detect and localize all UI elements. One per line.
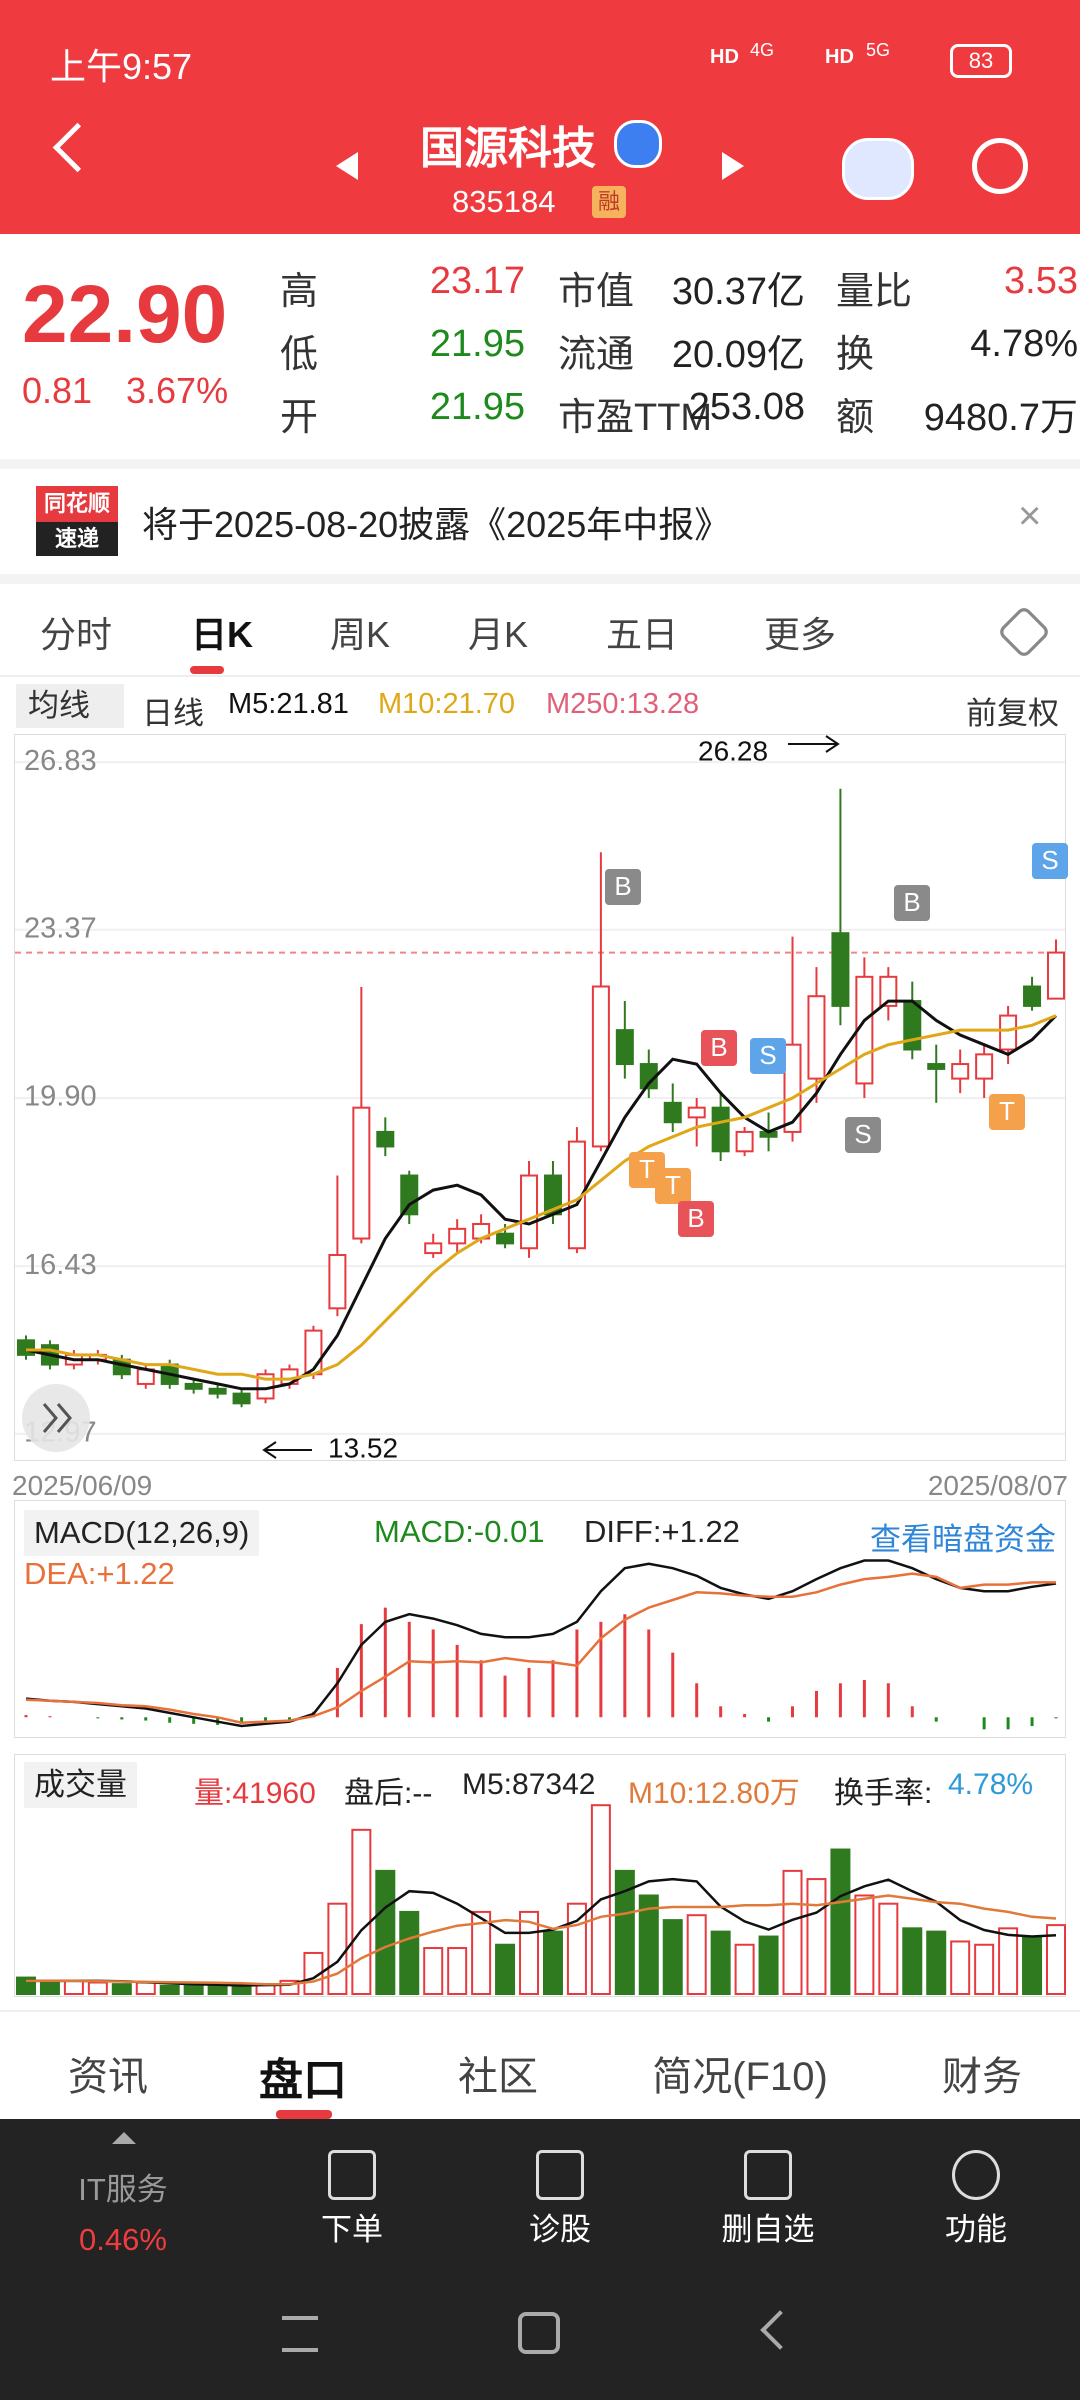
stock-code: 835184 bbox=[452, 184, 556, 219]
nav-item[interactable]: 功能 bbox=[945, 2212, 1007, 2247]
quote-value: 9480.7万 bbox=[923, 397, 1078, 439]
tab[interactable]: 更多 bbox=[763, 614, 837, 655]
quote-value: 21.95 bbox=[429, 323, 525, 365]
ma5-label: M5:21.81 bbox=[228, 688, 349, 720]
status-net: 4G bbox=[750, 40, 775, 60]
status-net: 5G bbox=[866, 40, 891, 60]
status-hd: HD bbox=[825, 46, 854, 68]
quote-label: 高 bbox=[280, 271, 319, 313]
price: 22.90 bbox=[22, 269, 228, 360]
divider bbox=[0, 574, 1080, 584]
macd-selector[interactable]: MACD(12,26,9) bbox=[24, 1510, 260, 1556]
date-end: 2025/08/07 bbox=[927, 1470, 1068, 1501]
bottom-tab[interactable]: 财务 bbox=[942, 2055, 1022, 2099]
turnover-value: 4.78% bbox=[948, 1768, 1034, 1801]
tab[interactable]: 五日 bbox=[605, 614, 679, 655]
nav-icon[interactable] bbox=[328, 2150, 376, 2200]
divider bbox=[0, 2010, 1080, 2012]
dark-pool-link[interactable]: 查看暗盘资金 bbox=[870, 1522, 1056, 1557]
settings-button[interactable] bbox=[996, 604, 1052, 660]
quote-label: 额 bbox=[836, 397, 875, 439]
macd-label: MACD:-0.01 bbox=[374, 1514, 545, 1549]
quote-value: 3.53 bbox=[1004, 260, 1078, 302]
tab[interactable]: 月K bbox=[467, 614, 529, 655]
battery: 83 bbox=[950, 44, 1012, 78]
bottom-tab[interactable]: 资讯 bbox=[68, 2055, 148, 2099]
quote-label: 流通 bbox=[558, 334, 635, 376]
brand-logo: 同花顺 bbox=[36, 486, 118, 522]
quote-value: 23.17 bbox=[429, 260, 525, 302]
adjust-mode[interactable]: 前复权 bbox=[966, 696, 1059, 731]
tab[interactable]: 周K bbox=[329, 614, 391, 655]
quote-value: 4.78% bbox=[970, 323, 1078, 365]
quote-value: 21.95 bbox=[429, 386, 525, 428]
diff-label: DIFF:+1.22 bbox=[584, 1514, 740, 1549]
macd-frame bbox=[14, 1500, 1066, 1738]
status-hd: HD bbox=[710, 46, 739, 68]
notice-text[interactable]: 将于2025-08-20披露《2025年中报》 bbox=[142, 504, 731, 545]
nav-item[interactable]: 诊股 bbox=[529, 2212, 591, 2247]
quote-label: 换 bbox=[836, 334, 875, 376]
sector-pct: 0.46% bbox=[79, 2222, 167, 2257]
bottom-tab[interactable]: 盘口 bbox=[259, 2056, 347, 2105]
home-key[interactable] bbox=[518, 2312, 560, 2354]
menu-key[interactable] bbox=[282, 2316, 318, 2352]
quote-label: 市值 bbox=[558, 271, 635, 313]
nav-item[interactable]: 删自选 bbox=[721, 2212, 815, 2247]
date-start: 2025/06/09 bbox=[12, 1470, 153, 1501]
quote-value: 20.09亿 bbox=[671, 334, 805, 376]
search-button[interactable] bbox=[972, 138, 1028, 194]
bottom-tab[interactable]: 简况(F10) bbox=[652, 2055, 828, 2099]
tab-underline bbox=[190, 666, 224, 674]
verified-icon bbox=[614, 120, 662, 168]
robot-icon[interactable] bbox=[842, 138, 914, 200]
sector-name[interactable]: IT服务 bbox=[78, 2172, 168, 2207]
divider bbox=[0, 459, 1080, 469]
tab[interactable]: 日K bbox=[191, 614, 253, 655]
quote-value: 253.08 bbox=[688, 386, 805, 428]
change: 0.81 bbox=[22, 370, 93, 411]
close-notice[interactable]: × bbox=[1018, 494, 1042, 538]
next-stock[interactable] bbox=[722, 152, 744, 180]
volume-frame bbox=[14, 1754, 1066, 1997]
prev-stock[interactable] bbox=[336, 152, 358, 180]
nav-icon[interactable] bbox=[744, 2150, 792, 2200]
btab-underline bbox=[276, 2110, 332, 2119]
brand-sub: 速递 bbox=[36, 522, 118, 556]
quote-label: 市盈TTM bbox=[558, 397, 713, 439]
ma-selector[interactable]: 均线 bbox=[16, 684, 124, 728]
quote-label: 低 bbox=[280, 334, 319, 376]
ma10-label: M10:21.70 bbox=[378, 688, 516, 720]
margin-badge: 融 bbox=[592, 186, 626, 218]
expand-icon[interactable] bbox=[112, 2132, 136, 2144]
status-time: 上午9:57 bbox=[50, 46, 193, 87]
quote-value: 30.37亿 bbox=[671, 271, 805, 313]
dea-label: DEA:+1.22 bbox=[24, 1556, 175, 1591]
stock-name: 国源科技 bbox=[420, 124, 596, 173]
change-pct: 3.67% bbox=[126, 370, 229, 411]
vol-m5-label: M5:87342 bbox=[462, 1768, 596, 1801]
vol-m10-label: M10:12.80万 bbox=[628, 1777, 800, 1810]
volume-label: 量:41960 bbox=[194, 1777, 316, 1810]
volume-selector[interactable]: 成交量 bbox=[24, 1762, 137, 1808]
after-hours: 盘后:-- bbox=[344, 1777, 433, 1810]
bottom-tab[interactable]: 社区 bbox=[458, 2055, 538, 2099]
quote-label: 量比 bbox=[836, 271, 913, 313]
turnover-label: 换手率: bbox=[834, 1777, 933, 1810]
kline-frame bbox=[14, 734, 1066, 1461]
nav-icon[interactable] bbox=[952, 2150, 1000, 2200]
divider bbox=[0, 675, 1080, 677]
tab[interactable]: 分时 bbox=[39, 614, 113, 655]
period: 日线 bbox=[142, 696, 204, 731]
quote-label: 开 bbox=[280, 397, 319, 439]
ma250-label: M250:13.28 bbox=[546, 688, 700, 720]
nav-icon[interactable] bbox=[536, 2150, 584, 2200]
nav-item[interactable]: 下单 bbox=[321, 2212, 383, 2247]
